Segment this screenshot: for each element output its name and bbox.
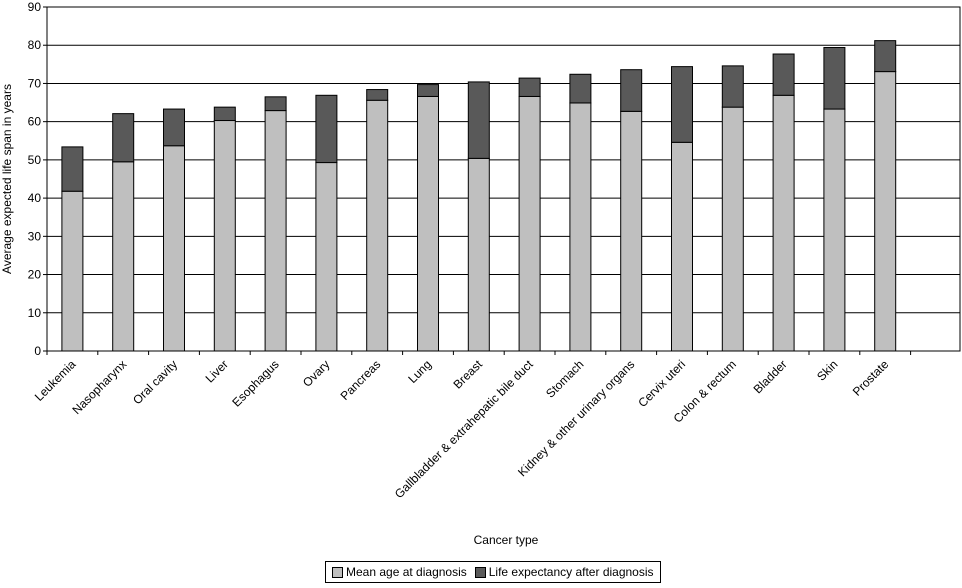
x-axis-label: Cancer type: [474, 533, 539, 547]
x-tick-label: Breast: [450, 357, 485, 392]
y-tick-label: 50: [28, 153, 42, 167]
bar-life-expectancy: [417, 84, 439, 97]
bar-life-expectancy: [518, 77, 541, 97]
bar-life-expectancy: [112, 113, 135, 163]
legend: Mean age at diagnosis Life expectancy af…: [325, 561, 661, 583]
y-tick-label: 20: [28, 268, 42, 282]
y-tick-label: 30: [28, 229, 42, 243]
bar-life-expectancy: [366, 89, 389, 101]
x-tick-label: Oral cavity: [130, 357, 180, 407]
bar-mean-age: [620, 110, 643, 352]
axes: [46, 6, 961, 355]
bar-life-expectancy: [467, 81, 490, 159]
bar-life-expectancy: [213, 106, 236, 122]
bar-mean-age: [874, 71, 897, 352]
y-axis-label: Average expected life span in years: [0, 84, 14, 274]
bar-mean-age: [213, 120, 236, 352]
y-tick-labels: 0 10 20 30 40 50 60 70 80 90: [28, 0, 47, 358]
bar-mean-age: [417, 95, 439, 352]
bar-mean-age: [518, 95, 541, 352]
bar-life-expectancy: [874, 40, 897, 73]
bar-life-expectancy: [823, 47, 846, 110]
bar-life-expectancy: [772, 53, 795, 96]
x-tick-label: Stomach: [543, 357, 586, 400]
y-tick-label: 0: [34, 344, 41, 358]
bar-mean-age: [315, 162, 338, 352]
bar-life-expectancy: [61, 146, 84, 192]
y-tick-label: 80: [28, 38, 42, 52]
bar-mean-age: [366, 99, 389, 352]
bar-life-expectancy: [721, 65, 744, 108]
bar-life-expectancy: [671, 66, 693, 143]
bar-mean-age: [569, 102, 592, 352]
bar-life-expectancy: [163, 108, 185, 147]
bar-mean-age: [671, 141, 693, 352]
bar-mean-age: [823, 108, 846, 352]
bar-mean-age: [163, 145, 185, 352]
y-tick-label: 60: [28, 115, 42, 129]
bar-mean-age: [467, 157, 490, 352]
x-tick-label: Nasopharynx: [69, 357, 129, 417]
y-tick-label: 90: [28, 0, 42, 14]
bar-life-expectancy: [620, 69, 643, 112]
y-tick-label: 70: [28, 76, 42, 90]
y-tick-label: 10: [28, 306, 42, 320]
legend-item-series-0: Mean age at diagnosis: [332, 565, 467, 579]
bars: [61, 40, 897, 352]
bar-life-expectancy: [569, 73, 592, 104]
x-tick-label: Leukemia: [32, 357, 79, 404]
bar-mean-age: [61, 190, 84, 352]
x-tick-label: Pancreas: [338, 357, 384, 403]
bar-mean-age: [721, 106, 744, 352]
x-tick-label: Bladder: [751, 357, 790, 396]
x-tick-label: Skin: [814, 357, 840, 383]
x-tick-label: Ovary: [300, 357, 333, 390]
legend-item-series-1: Life expectancy after diagnosis: [474, 565, 654, 579]
x-tick-label: Lung: [405, 357, 434, 386]
bar-mean-age: [112, 161, 135, 352]
x-tick-label: Prostate: [850, 357, 892, 399]
legend-swatch-series-1: [474, 566, 486, 578]
bar-life-expectancy: [315, 94, 338, 164]
x-tick-label: Esophagus: [229, 357, 281, 409]
x-tick-label: Cervix uteri: [635, 357, 688, 410]
bar-life-expectancy: [264, 96, 287, 112]
bar-mean-age: [264, 110, 287, 352]
y-tick-label: 40: [28, 191, 42, 205]
bar-mean-age: [772, 94, 795, 352]
legend-label-series-0: Mean age at diagnosis: [346, 565, 467, 579]
x-tick-label: Liver: [203, 357, 231, 385]
legend-label-series-1: Life expectancy after diagnosis: [488, 565, 654, 579]
plot-frame: [46, 6, 961, 352]
legend-swatch-series-0: [332, 566, 343, 578]
